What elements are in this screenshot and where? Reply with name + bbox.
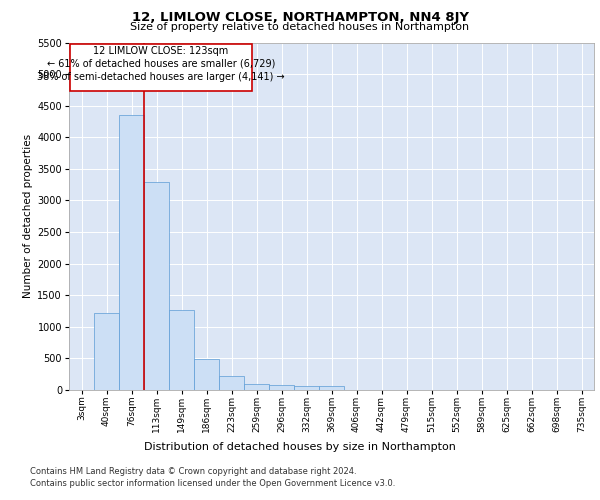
- Bar: [94, 313, 119, 390]
- Bar: [219, 376, 244, 390]
- Text: Size of property relative to detached houses in Northampton: Size of property relative to detached ho…: [130, 22, 470, 32]
- Bar: [144, 182, 169, 390]
- FancyBboxPatch shape: [70, 44, 251, 91]
- Bar: [319, 386, 344, 390]
- Text: Contains public sector information licensed under the Open Government Licence v3: Contains public sector information licen…: [30, 478, 395, 488]
- Bar: [169, 310, 194, 390]
- Bar: [244, 384, 269, 390]
- Y-axis label: Number of detached properties: Number of detached properties: [23, 134, 33, 298]
- Text: 12, LIMLOW CLOSE, NORTHAMPTON, NN4 8JY: 12, LIMLOW CLOSE, NORTHAMPTON, NN4 8JY: [131, 11, 469, 24]
- Bar: [294, 386, 319, 390]
- Text: Distribution of detached houses by size in Northampton: Distribution of detached houses by size …: [144, 442, 456, 452]
- Text: 12 LIMLOW CLOSE: 123sqm: 12 LIMLOW CLOSE: 123sqm: [93, 46, 229, 56]
- Bar: [269, 385, 294, 390]
- Text: 38% of semi-detached houses are larger (4,141) →: 38% of semi-detached houses are larger (…: [37, 72, 284, 82]
- Text: ← 61% of detached houses are smaller (6,729): ← 61% of detached houses are smaller (6,…: [47, 58, 275, 68]
- Bar: [119, 115, 144, 390]
- Text: Contains HM Land Registry data © Crown copyright and database right 2024.: Contains HM Land Registry data © Crown c…: [30, 468, 356, 476]
- Bar: [194, 359, 219, 390]
